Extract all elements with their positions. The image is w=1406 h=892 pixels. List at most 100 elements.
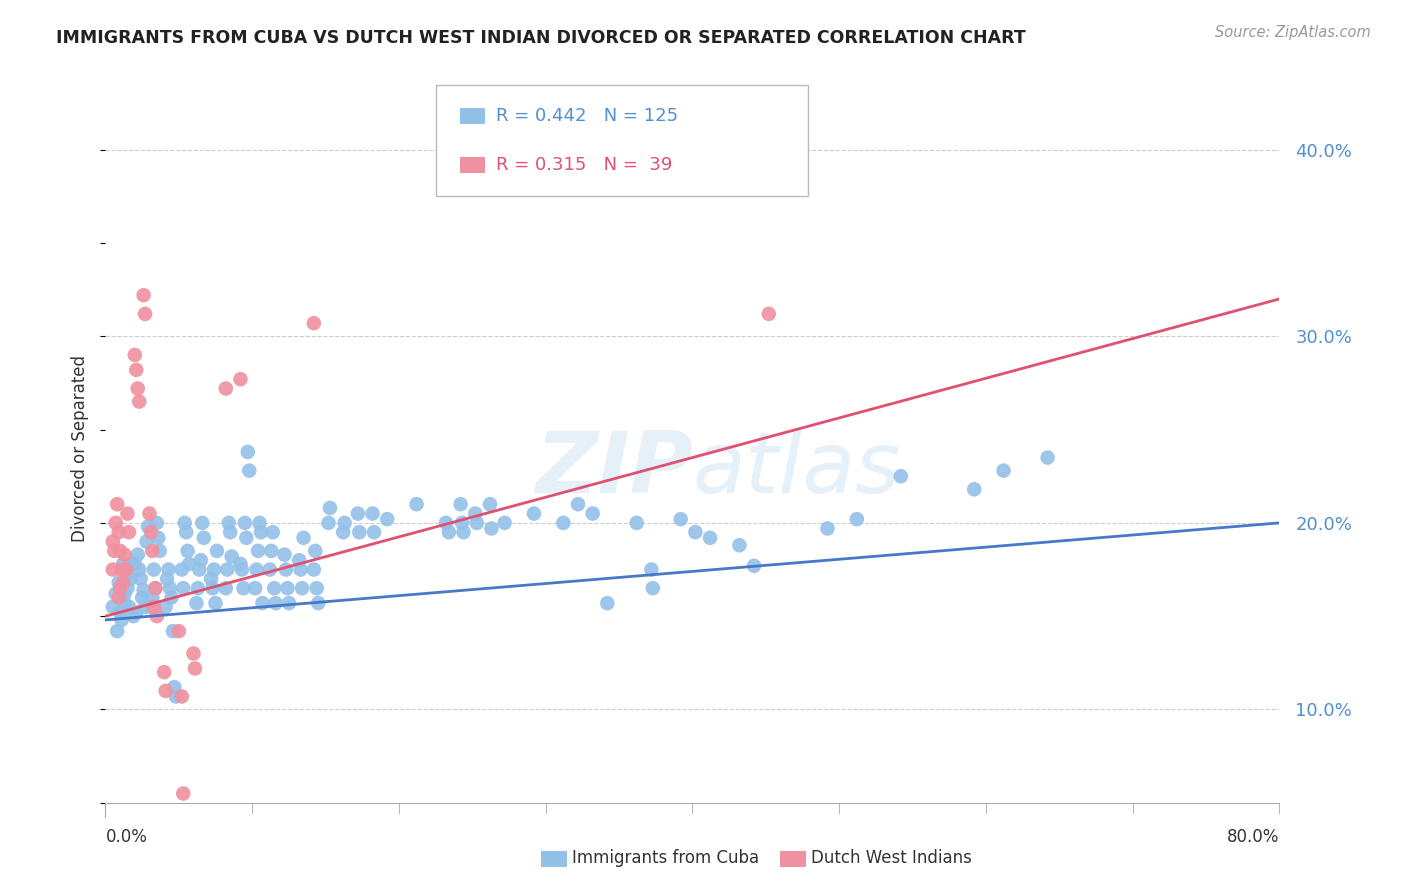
Point xyxy=(115,562,138,576)
Point xyxy=(125,363,148,377)
Point xyxy=(148,531,170,545)
Point xyxy=(193,531,215,545)
Point xyxy=(262,525,284,540)
Point xyxy=(347,507,370,521)
Point xyxy=(184,661,207,675)
Point xyxy=(641,581,664,595)
Point xyxy=(758,307,780,321)
Point xyxy=(494,516,516,530)
Point xyxy=(107,525,129,540)
Point xyxy=(165,690,187,704)
Point xyxy=(124,557,146,571)
Point xyxy=(186,596,208,610)
Text: atlas: atlas xyxy=(692,428,900,511)
Point xyxy=(273,548,295,562)
Y-axis label: Divorced or Separated: Divorced or Separated xyxy=(72,355,90,541)
Point xyxy=(217,562,239,576)
Point xyxy=(105,497,128,511)
Text: 80.0%: 80.0% xyxy=(1227,828,1279,846)
Point xyxy=(640,562,662,576)
Text: R = 0.315   N =  39: R = 0.315 N = 39 xyxy=(496,156,672,174)
Point xyxy=(375,512,398,526)
Point xyxy=(993,464,1015,478)
Point xyxy=(264,596,287,610)
Point xyxy=(263,581,285,595)
Point xyxy=(142,562,165,576)
Point xyxy=(276,581,298,595)
Text: Source: ZipAtlas.com: Source: ZipAtlas.com xyxy=(1215,25,1371,40)
Point xyxy=(319,500,342,515)
Point xyxy=(125,606,148,620)
Point xyxy=(817,521,839,535)
Point xyxy=(235,531,257,545)
Point xyxy=(108,544,131,558)
Point xyxy=(155,683,177,698)
Point xyxy=(170,690,193,704)
Point xyxy=(159,581,181,595)
Point xyxy=(221,549,243,564)
Point xyxy=(134,307,156,321)
Point xyxy=(274,562,297,576)
Point xyxy=(238,464,260,478)
Point xyxy=(110,562,132,576)
Point xyxy=(146,609,169,624)
Point xyxy=(105,624,128,639)
Point xyxy=(302,562,325,576)
Point xyxy=(104,587,127,601)
Point xyxy=(201,581,224,595)
Point xyxy=(121,557,143,571)
Text: 0.0%: 0.0% xyxy=(105,828,148,846)
Point xyxy=(246,562,269,576)
Point xyxy=(349,525,371,540)
Point xyxy=(124,348,146,362)
Point xyxy=(363,525,385,540)
Point xyxy=(139,599,162,614)
Point xyxy=(626,516,648,530)
Point xyxy=(204,596,226,610)
Point xyxy=(139,525,162,540)
Point xyxy=(219,525,242,540)
Point xyxy=(205,544,228,558)
Point xyxy=(153,665,176,680)
Point xyxy=(157,562,180,576)
Point xyxy=(107,591,129,605)
Point xyxy=(114,587,136,601)
Point xyxy=(437,525,460,540)
Point xyxy=(567,497,589,511)
Point xyxy=(277,596,299,610)
Point xyxy=(243,581,266,595)
Point xyxy=(191,516,214,530)
Point xyxy=(117,507,139,521)
Text: Immigrants from Cuba: Immigrants from Cuba xyxy=(572,849,759,867)
Point xyxy=(231,562,253,576)
Point xyxy=(890,469,912,483)
Point xyxy=(187,581,209,595)
Point xyxy=(135,534,157,549)
Point xyxy=(249,516,271,530)
Point xyxy=(110,613,132,627)
Point xyxy=(361,507,384,521)
Point xyxy=(146,516,169,530)
Point xyxy=(197,811,219,825)
Point xyxy=(260,544,283,558)
Point xyxy=(215,382,238,396)
Point xyxy=(305,581,328,595)
Point xyxy=(742,558,765,573)
Text: IMMIGRANTS FROM CUBA VS DUTCH WEST INDIAN DIVORCED OR SEPARATED CORRELATION CHAR: IMMIGRANTS FROM CUBA VS DUTCH WEST INDIA… xyxy=(56,29,1026,46)
Point xyxy=(104,516,127,530)
Point xyxy=(465,516,488,530)
Point xyxy=(290,562,312,576)
Point xyxy=(107,575,129,590)
Point xyxy=(108,581,131,595)
Point xyxy=(434,516,457,530)
Point xyxy=(174,525,197,540)
Point xyxy=(523,507,546,521)
Point xyxy=(131,591,153,605)
Point xyxy=(405,497,427,511)
Point xyxy=(177,557,200,571)
Point xyxy=(129,572,152,586)
Point xyxy=(155,599,177,614)
Point xyxy=(669,512,692,526)
Point xyxy=(141,591,163,605)
Point xyxy=(218,516,240,530)
